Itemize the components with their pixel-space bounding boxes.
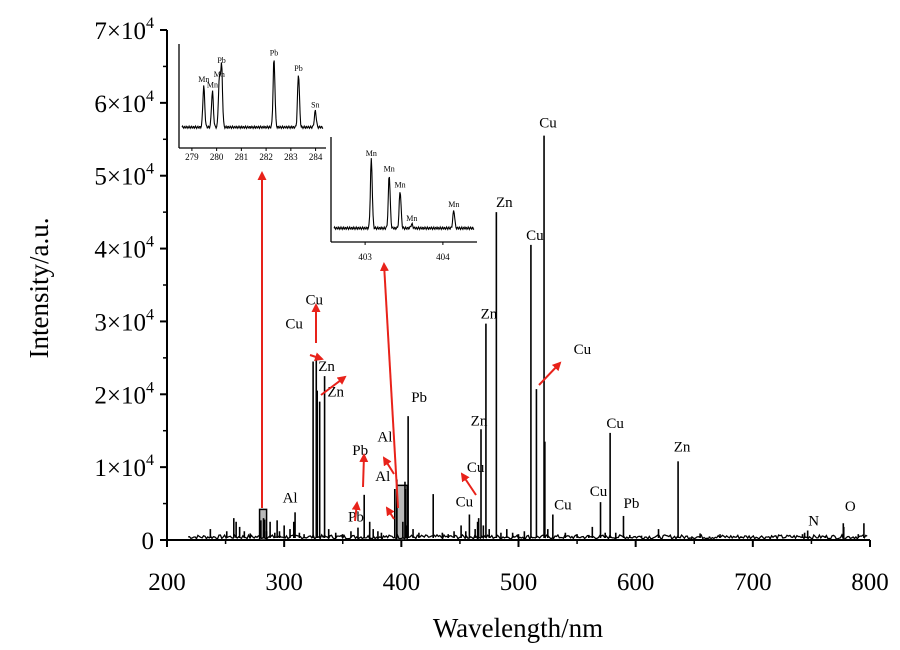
inset-peak-label: Pb xyxy=(270,49,278,58)
peak-label-cu: Cu xyxy=(526,228,544,244)
inset-tick-label: 283 xyxy=(284,152,298,162)
inset-peak-label: Pb xyxy=(217,56,225,65)
peak-label-al: Al xyxy=(377,430,392,446)
y-tick-label: 4×104 xyxy=(94,234,154,264)
x-tick-label: 800 xyxy=(851,569,889,596)
inset-peak-label: Mn xyxy=(366,149,377,158)
inset-peak-label: Mn xyxy=(384,165,395,174)
annotation-arrow xyxy=(320,375,347,396)
inset-background xyxy=(179,44,326,148)
peak-label-al: Al xyxy=(283,490,298,506)
x-axis-title: Wavelength/nm xyxy=(433,613,603,643)
annotation-arrow xyxy=(382,456,395,475)
annotation-arrow xyxy=(351,501,361,522)
peak-label-pb: Pb xyxy=(411,390,427,406)
peak-label-cu: Cu xyxy=(539,116,557,132)
inset-tick-label: 284 xyxy=(309,152,323,162)
y-tick-label: 5×104 xyxy=(94,161,154,191)
peak-label-zn: Zn xyxy=(327,385,344,401)
inset-tick-label: 403 xyxy=(358,252,372,262)
peak-label-zn: Zn xyxy=(481,307,498,323)
peak-label-cu: Cu xyxy=(306,292,324,308)
x-tick-label: 400 xyxy=(383,569,421,596)
inset-peak-label: Mn xyxy=(198,75,209,84)
inset-peak-label: Mn xyxy=(395,181,406,190)
inset-tick-label: 282 xyxy=(259,152,273,162)
annotation-arrow xyxy=(538,361,562,386)
annotation-arrow xyxy=(359,453,369,488)
y-tick-label: 2×104 xyxy=(94,379,154,409)
peak-label-zn: Zn xyxy=(318,359,335,375)
peak-label-zn: Zn xyxy=(471,413,488,429)
y-tick-label: 1×104 xyxy=(94,452,154,482)
peak-label-cu: Cu xyxy=(456,495,474,511)
x-tick-label: 700 xyxy=(734,569,772,596)
y-axis-title: Intensity/a.u. xyxy=(24,218,54,359)
peak-label-cu: Cu xyxy=(467,460,485,476)
inset-peak-label: Pb xyxy=(294,64,302,73)
peak-label-cu: Cu xyxy=(554,498,572,514)
peak-label-cu: Cu xyxy=(285,317,303,333)
peak-label-cu: Cu xyxy=(574,342,592,358)
annotation-arrow xyxy=(309,352,324,362)
peak-label-zn: Zn xyxy=(674,439,691,455)
x-tick-label: 500 xyxy=(500,569,538,596)
peak-label-al: Al xyxy=(375,469,390,485)
peak-label-n: N xyxy=(808,514,819,530)
y-tick-label: 3×104 xyxy=(94,306,154,336)
inset-tick-label: 280 xyxy=(210,152,224,162)
x-tick-label: 200 xyxy=(148,569,186,596)
inset-tick-label: 279 xyxy=(185,152,199,162)
inset-peak-label: Sn xyxy=(311,100,319,109)
spectrum-baseline xyxy=(188,533,868,541)
inset-connector-arrow xyxy=(379,262,399,509)
inset-peak-label: Mn xyxy=(448,200,459,209)
peak-label-pb: Pb xyxy=(352,443,368,459)
x-tick-label: 300 xyxy=(265,569,303,596)
peak-label-pb: Pb xyxy=(624,496,640,512)
y-tick-label: 0 xyxy=(142,528,155,555)
peak-label-o: O xyxy=(845,499,856,515)
x-tick-label: 600 xyxy=(617,569,655,596)
peak-label-cu: Cu xyxy=(606,416,624,432)
inset-peak-label: Mn xyxy=(214,70,225,79)
inset-tick-label: 404 xyxy=(436,252,450,262)
inset-spectrum xyxy=(181,60,324,130)
peak-label-cu: Cu xyxy=(590,484,608,500)
peak-label-zn: Zn xyxy=(496,195,513,211)
y-tick-label: 7×104 xyxy=(94,15,154,45)
annotation-arrow xyxy=(385,506,395,520)
inset-tick-label: 281 xyxy=(235,152,249,162)
inset-peak-label: Mn xyxy=(406,214,417,223)
inset-peak-label: Mn xyxy=(207,81,218,90)
inset-spectrum xyxy=(333,158,475,231)
annotation-arrow xyxy=(460,472,477,496)
y-tick-label: 6×104 xyxy=(94,88,154,118)
